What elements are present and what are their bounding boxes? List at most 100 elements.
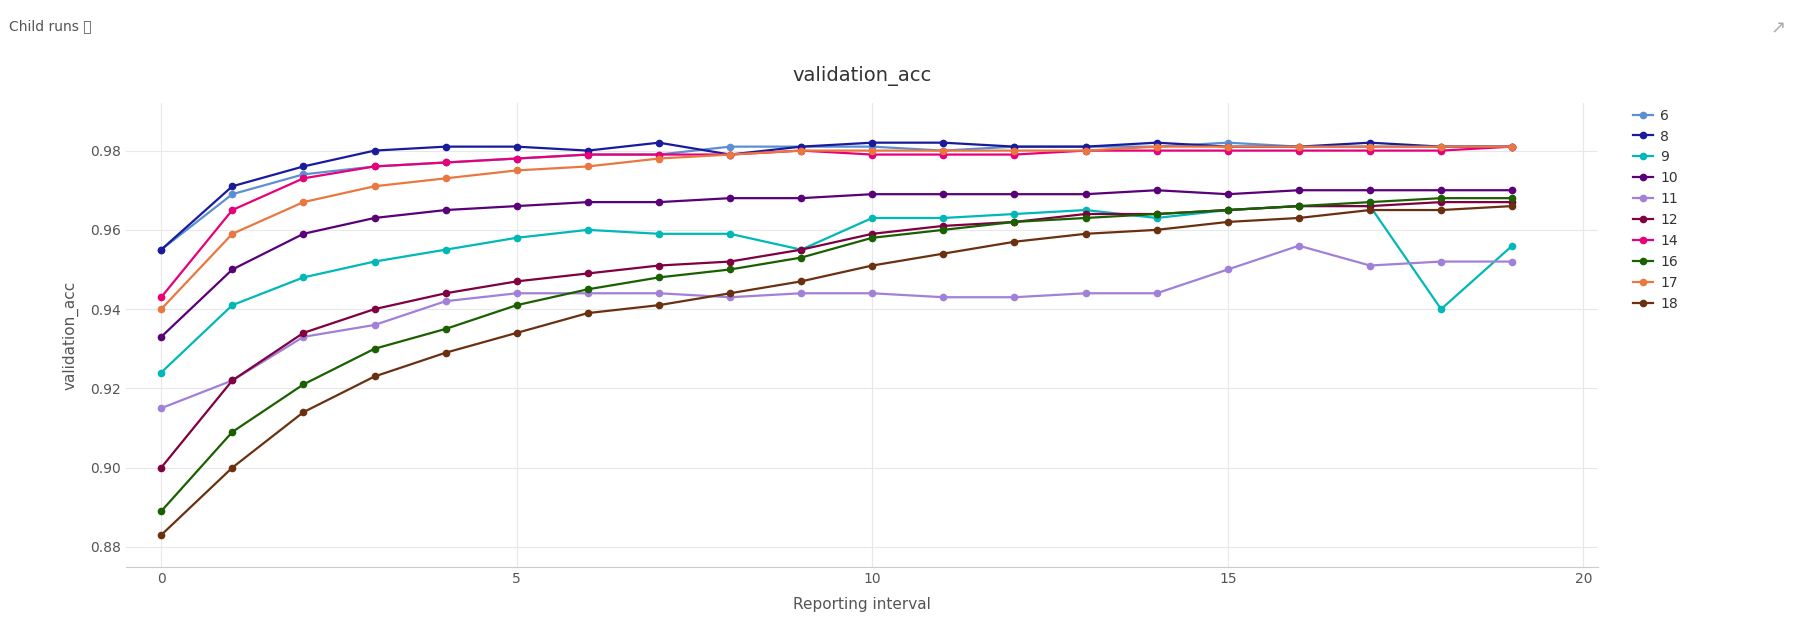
- 11: [506, 289, 528, 297]
- 16: [221, 428, 242, 436]
- 18: [862, 261, 883, 269]
- 18: [576, 309, 598, 317]
- 17: [1217, 143, 1239, 151]
- 11: [1431, 258, 1452, 265]
- 17: [1431, 143, 1452, 151]
- 11: [1501, 258, 1522, 265]
- 9: [434, 246, 456, 254]
- 8: [364, 147, 386, 155]
- Line: 17: 17: [158, 144, 1515, 312]
- Line: 8: 8: [158, 140, 1515, 253]
- 12: [648, 261, 670, 269]
- 6: [790, 143, 811, 151]
- 9: [1431, 305, 1452, 313]
- 17: [790, 147, 811, 155]
- 10: [1431, 186, 1452, 194]
- 16: [790, 254, 811, 261]
- 17: [1359, 143, 1380, 151]
- 9: [1075, 206, 1097, 214]
- 9: [648, 230, 670, 238]
- 8: [720, 151, 741, 158]
- 6: [1359, 143, 1380, 151]
- 18: [506, 329, 528, 337]
- Title: validation_acc: validation_acc: [792, 66, 932, 86]
- 6: [1003, 143, 1025, 151]
- 14: [1359, 147, 1380, 155]
- Line: 6: 6: [158, 140, 1515, 253]
- 16: [1501, 194, 1522, 202]
- 17: [933, 147, 955, 155]
- 16: [933, 226, 955, 234]
- 17: [576, 162, 598, 170]
- 16: [1003, 218, 1025, 226]
- 11: [364, 321, 386, 329]
- 6: [720, 143, 741, 151]
- 11: [862, 289, 883, 297]
- 9: [1289, 202, 1310, 210]
- 12: [1501, 198, 1522, 206]
- 6: [293, 171, 314, 178]
- 17: [648, 155, 670, 162]
- 8: [506, 143, 528, 151]
- 10: [1145, 186, 1167, 194]
- 9: [720, 230, 741, 238]
- 14: [221, 206, 242, 214]
- 18: [1501, 202, 1522, 210]
- 14: [790, 147, 811, 155]
- 18: [1003, 238, 1025, 245]
- 17: [1501, 143, 1522, 151]
- 18: [790, 278, 811, 285]
- 9: [1003, 210, 1025, 218]
- 6: [1145, 143, 1167, 151]
- 11: [1217, 265, 1239, 273]
- 6: [1289, 143, 1310, 151]
- 10: [648, 198, 670, 206]
- 8: [1289, 143, 1310, 151]
- Y-axis label: validation_acc: validation_acc: [63, 280, 79, 390]
- Line: 14: 14: [158, 144, 1515, 300]
- 17: [293, 198, 314, 206]
- 10: [1003, 191, 1025, 198]
- 17: [364, 182, 386, 190]
- 6: [221, 191, 242, 198]
- 18: [1145, 226, 1167, 234]
- 16: [364, 345, 386, 353]
- 12: [862, 230, 883, 238]
- X-axis label: Reporting interval: Reporting interval: [793, 597, 930, 612]
- 12: [221, 377, 242, 384]
- 9: [1145, 214, 1167, 222]
- 16: [151, 507, 172, 515]
- 14: [1431, 147, 1452, 155]
- 11: [576, 289, 598, 297]
- 12: [434, 289, 456, 297]
- 9: [506, 234, 528, 242]
- 8: [1003, 143, 1025, 151]
- 18: [151, 531, 172, 539]
- 17: [506, 167, 528, 175]
- Line: 18: 18: [158, 203, 1515, 538]
- 16: [293, 381, 314, 388]
- 18: [434, 349, 456, 357]
- 16: [862, 234, 883, 242]
- 8: [293, 162, 314, 170]
- 14: [933, 151, 955, 158]
- 17: [1145, 143, 1167, 151]
- 12: [1075, 210, 1097, 218]
- Text: ↗: ↗: [1772, 19, 1786, 37]
- 11: [221, 377, 242, 384]
- 18: [1217, 218, 1239, 226]
- 6: [434, 158, 456, 166]
- 11: [720, 294, 741, 301]
- 8: [1145, 139, 1167, 147]
- 10: [1359, 186, 1380, 194]
- 16: [720, 265, 741, 273]
- 10: [364, 214, 386, 222]
- 12: [1217, 206, 1239, 214]
- 17: [1075, 147, 1097, 155]
- 9: [293, 274, 314, 281]
- 16: [1075, 214, 1097, 222]
- 9: [221, 301, 242, 309]
- 10: [1501, 186, 1522, 194]
- Line: 9: 9: [158, 203, 1515, 375]
- 6: [576, 151, 598, 158]
